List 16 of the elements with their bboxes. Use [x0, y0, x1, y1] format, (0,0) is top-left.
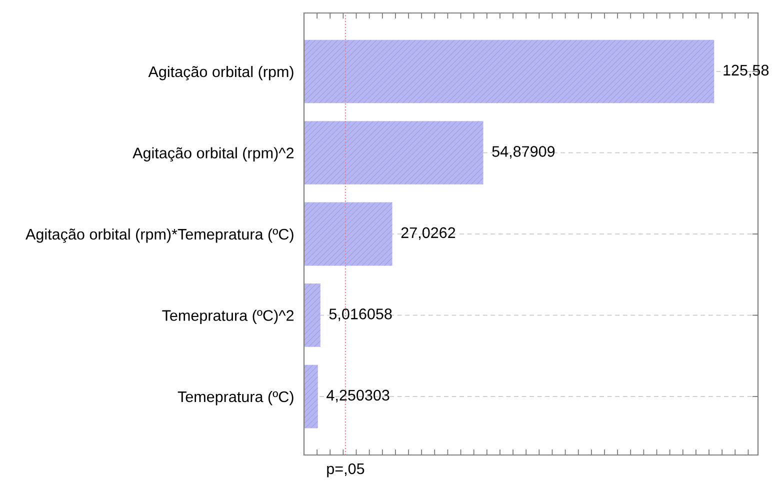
- ref-line-label: p=,05: [327, 463, 364, 478]
- y-tick-label: Agitação orbital (rpm): [148, 66, 294, 80]
- bar: [304, 121, 484, 184]
- data-label: 54,87909: [492, 146, 555, 159]
- y-tick-label: Temepratura (ºC)^2: [162, 310, 294, 324]
- bar: [304, 202, 392, 266]
- bar: [304, 40, 714, 104]
- y-tick-label: Temepratura (ºC): [178, 390, 294, 406]
- data-label: 125,58: [724, 64, 769, 78]
- data-label: 27,0262: [401, 227, 456, 240]
- bar: [304, 284, 320, 347]
- bar: [304, 364, 318, 428]
- data-label: 5,016058: [329, 308, 392, 322]
- data-label: 4,250303: [326, 390, 390, 402]
- y-tick-label: Agitação orbital (rpm)^2: [132, 147, 294, 162]
- y-tick-label: Agitação orbital (rpm)*Temepratura (ºC): [26, 228, 294, 243]
